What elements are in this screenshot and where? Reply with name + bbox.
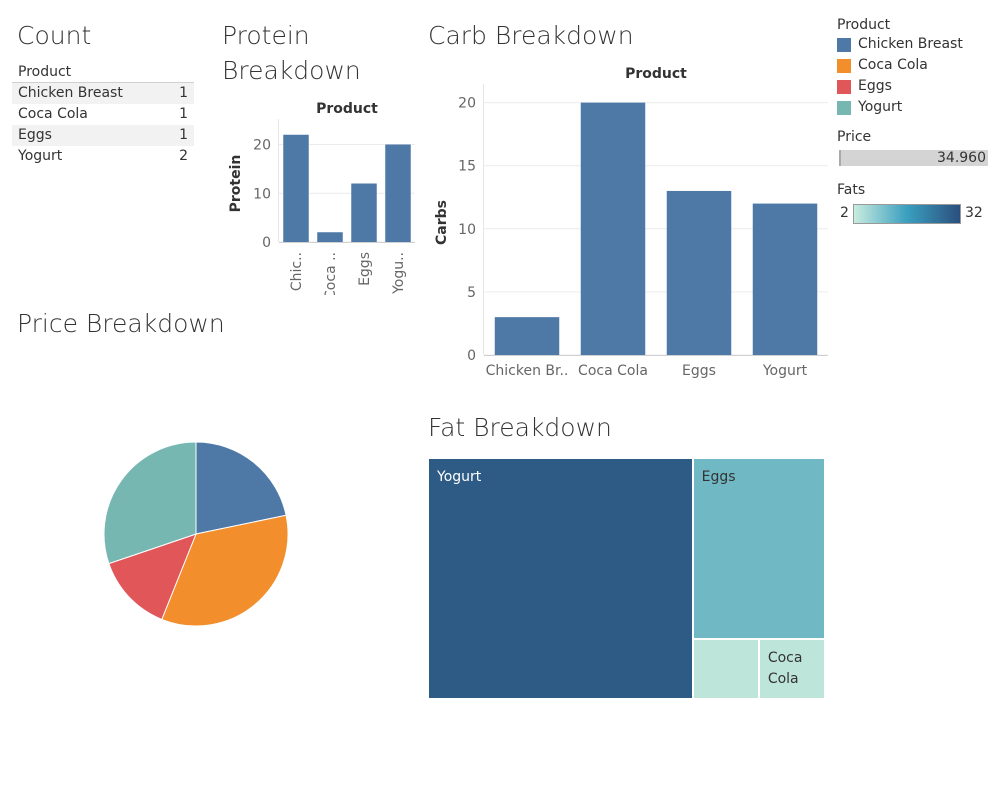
fats-legend-min: 2 <box>840 205 849 221</box>
carb-bar[interactable] <box>580 102 646 355</box>
price-pie-chart <box>103 441 289 627</box>
legend-label: Eggs <box>858 78 892 94</box>
fat-treemap: Yogurt Eggs Coca Cola <box>428 458 825 699</box>
carb-bar[interactable] <box>666 190 732 355</box>
count-table-row: Yogurt 2 <box>12 146 194 167</box>
price-legend-value: 34.960 <box>937 150 986 166</box>
count-row-value: 1 <box>179 106 188 122</box>
protein-chart: Product Protein 0 10 20 Chic.. Coca .. Eggs Yogu… <box>228 101 415 295</box>
legend-label: Chicken Breast <box>858 36 963 52</box>
count-row-value: 1 <box>179 127 188 143</box>
count-row-product: Chicken Breast <box>18 85 123 101</box>
price-pie-slice[interactable] <box>161 514 289 627</box>
protein-title-line2: Breakdown <box>222 56 361 85</box>
count-row-product: Coca Cola <box>18 106 88 122</box>
price-pie-slice[interactable] <box>103 441 197 565</box>
carb-x-tick: Eggs <box>682 363 716 379</box>
count-table-header: Product <box>12 62 194 83</box>
fat-treemap-cell[interactable] <box>692 638 759 699</box>
fat-treemap-cell[interactable]: Coca Cola <box>758 638 825 699</box>
count-table: Product Chicken Breast 1 Coca Cola 1 Eggs 1 Yo… <box>12 62 194 167</box>
count-row-value: 2 <box>179 148 188 164</box>
carb-y-tick: 15 <box>458 159 476 175</box>
protein-x-header: Product <box>316 101 378 117</box>
carb-y-label: Carbs <box>434 200 450 245</box>
protein-title-line1: Protein <box>222 21 310 50</box>
protein-y-tick: 0 <box>262 235 271 251</box>
carb-y-tick: 5 <box>467 285 476 301</box>
protein-x-tick: Coca .. <box>323 252 339 295</box>
count-row-value: 1 <box>179 85 188 101</box>
legend-item[interactable]: Chicken Breast <box>837 34 992 55</box>
carb-bar[interactable] <box>494 317 560 355</box>
legend-item[interactable]: Eggs <box>837 76 992 97</box>
price-legend-bar: 34.960 <box>839 150 988 166</box>
protein-y-label: Protein <box>228 155 244 213</box>
carb-chart: Product Carbs 0 5 10 15 20 Chicken Br.. Coca Col… <box>434 66 828 379</box>
legend-swatch <box>837 58 851 73</box>
carb-title: Carb Breakdown <box>428 21 634 50</box>
count-table-row: Eggs 1 <box>12 125 194 146</box>
price-title: Price Breakdown <box>17 309 225 338</box>
protein-bar[interactable] <box>385 144 411 243</box>
protein-x-tick: Yogu.. <box>391 252 407 295</box>
carb-x-tick: Chicken Br.. <box>486 363 569 379</box>
carb-x-header: Product <box>625 66 687 82</box>
carb-x-tick: Coca Cola <box>578 363 648 379</box>
carb-bar[interactable] <box>752 203 818 355</box>
fats-color-ramp <box>853 204 961 224</box>
protein-bar[interactable] <box>351 183 377 243</box>
legend-swatch <box>837 100 851 115</box>
legend-label: Yogurt <box>858 99 903 115</box>
fat-treemap-label: Coca Cola <box>767 649 803 687</box>
fat-treemap-label: Yogurt <box>437 469 482 485</box>
protein-y-tick: 20 <box>253 138 271 154</box>
legend-item[interactable]: Yogurt <box>837 97 992 118</box>
legend-item[interactable]: Coca Cola <box>837 55 992 76</box>
carb-y-tick: 10 <box>458 222 476 238</box>
count-title: Count <box>17 21 92 50</box>
carb-x-tick: Yogurt <box>762 363 808 379</box>
fats-legend-title: Fats <box>837 182 866 198</box>
count-row-product: Yogurt <box>18 148 63 164</box>
legend-swatch <box>837 79 851 94</box>
carb-y-tick: 0 <box>467 348 476 364</box>
fat-title: Fat Breakdown <box>428 413 612 442</box>
price-legend-title: Price <box>837 129 872 145</box>
protein-bar[interactable] <box>317 232 343 242</box>
count-row-product: Eggs <box>18 127 52 143</box>
product-legend: Product Chicken Breast Coca Cola Eggs Yogur… <box>837 16 992 118</box>
fats-legend-max: 32 <box>965 205 983 221</box>
protein-x-tick: Eggs <box>357 252 373 286</box>
fat-treemap-cell[interactable]: Yogurt <box>428 458 693 699</box>
legend-title: Product <box>837 17 891 33</box>
protein-x-tick: Chic.. <box>289 252 305 291</box>
protein-bar[interactable] <box>283 134 309 242</box>
protein-y-tick: 10 <box>253 186 271 202</box>
fat-treemap-cell[interactable]: Eggs <box>692 458 825 639</box>
price-pie-slice[interactable] <box>108 533 197 621</box>
price-pie-slice[interactable] <box>195 441 287 535</box>
count-table-row: Coca Cola 1 <box>12 104 194 125</box>
legend-label: Coca Cola <box>858 57 928 73</box>
carb-y-tick: 20 <box>458 96 476 112</box>
legend-swatch <box>837 37 851 52</box>
count-table-row: Chicken Breast 1 <box>12 83 194 104</box>
fat-treemap-label: Eggs <box>701 469 736 485</box>
